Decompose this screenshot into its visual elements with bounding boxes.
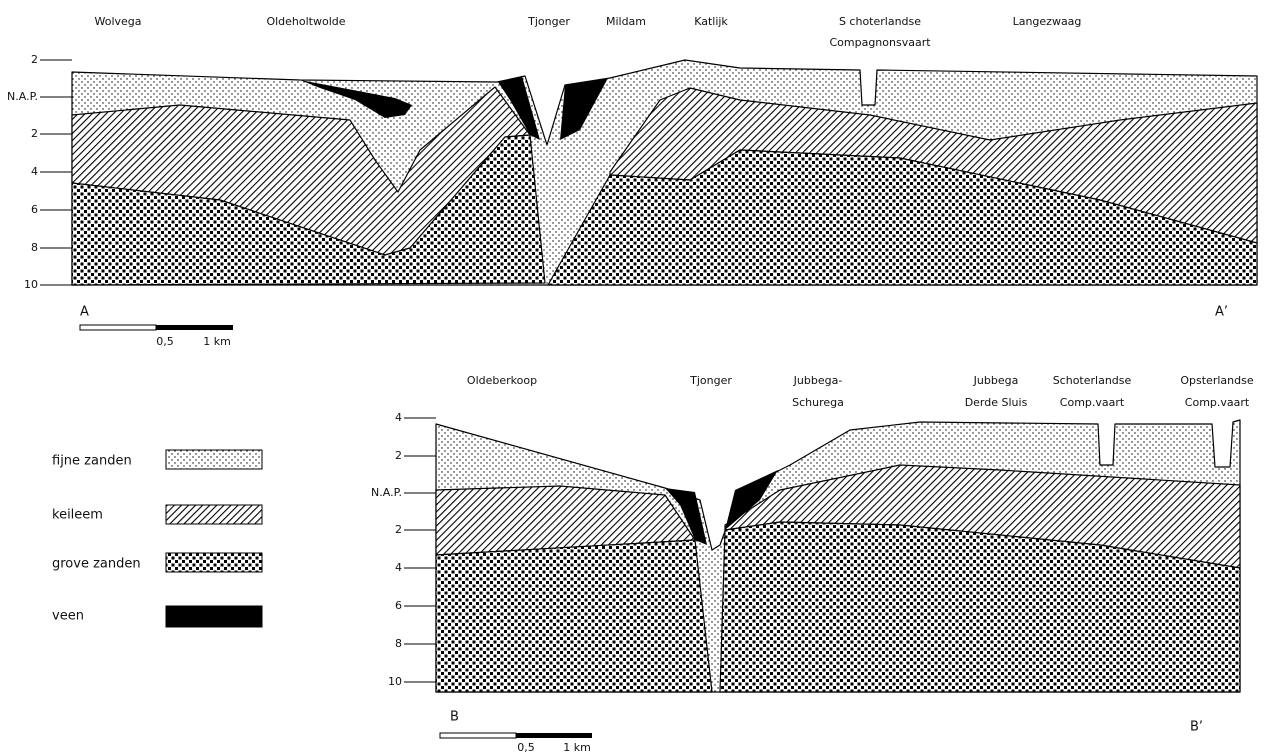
depth-label: 6 (395, 599, 402, 612)
section-end: A’ (1215, 305, 1228, 320)
legend-label: keileem (52, 508, 103, 523)
scale-bar (440, 733, 516, 738)
legend-swatch (166, 553, 262, 572)
place-label: Mildam (606, 15, 646, 28)
legend-label: fijne zanden (52, 454, 132, 469)
section-start: A (80, 305, 89, 320)
scale-bar (516, 733, 592, 738)
place-label: Wolvega (94, 15, 141, 28)
place-label: Jubbega (973, 374, 1019, 387)
place-label: Schurega (792, 396, 844, 409)
legend-label: veen (52, 609, 84, 624)
coarse-sand (436, 540, 712, 692)
section-end: B’ (1190, 720, 1203, 735)
depth-label: 8 (31, 241, 38, 254)
place-label: Jubbega- (793, 374, 843, 387)
depth-label: 6 (31, 203, 38, 216)
place-label: Oldeberkoop (467, 374, 537, 387)
depth-label: N.A.P. (7, 90, 38, 103)
depth-label: 4 (395, 561, 402, 574)
legend-swatch (166, 505, 262, 524)
depth-label: 10 (24, 278, 38, 291)
legend-label: grove zanden (52, 557, 141, 572)
legend-swatch (166, 450, 262, 469)
page: Wolvega Oldeholtwolde Tjonger Mildam Katlijk… (0, 0, 1265, 755)
place-label: Katlijk (694, 15, 728, 28)
section-a (72, 60, 1257, 330)
place-label: Opsterlandse (1180, 374, 1253, 387)
scale-label: 0,5 (156, 335, 174, 348)
legend-swatch (166, 606, 262, 627)
place-label: Compagnonsvaart (829, 36, 931, 49)
depth-label: 2 (395, 523, 402, 536)
section-start: B (450, 710, 459, 725)
scale-bar (156, 325, 233, 330)
place-label: Schoterlandse (1053, 374, 1132, 387)
scale-label: 0,5 (517, 741, 535, 754)
place-label: Comp.vaart (1185, 396, 1250, 409)
depth-label: N.A.P. (371, 486, 402, 499)
depth-label: 8 (395, 637, 402, 650)
place-label: Tjonger (527, 15, 570, 28)
place-label: Tjonger (689, 374, 732, 387)
section-b (436, 420, 1240, 738)
depth-label: 10 (388, 675, 402, 688)
depth-label: 4 (31, 165, 38, 178)
place-label: Derde Sluis (965, 396, 1028, 409)
depth-label: 2 (31, 127, 38, 140)
scale-bar (80, 325, 156, 330)
place-label: Langezwaag (1013, 15, 1082, 28)
scale-label: 1 km (203, 335, 231, 348)
legend (166, 450, 262, 627)
depth-label: 4 (395, 411, 402, 424)
place-label: S choterlandse (839, 15, 921, 28)
place-label: Oldeholtwolde (266, 15, 345, 28)
depth-label: 2 (395, 449, 402, 462)
place-label: Comp.vaart (1060, 396, 1125, 409)
scale-label: 1 km (563, 741, 591, 754)
depth-label: 2 (31, 53, 38, 66)
